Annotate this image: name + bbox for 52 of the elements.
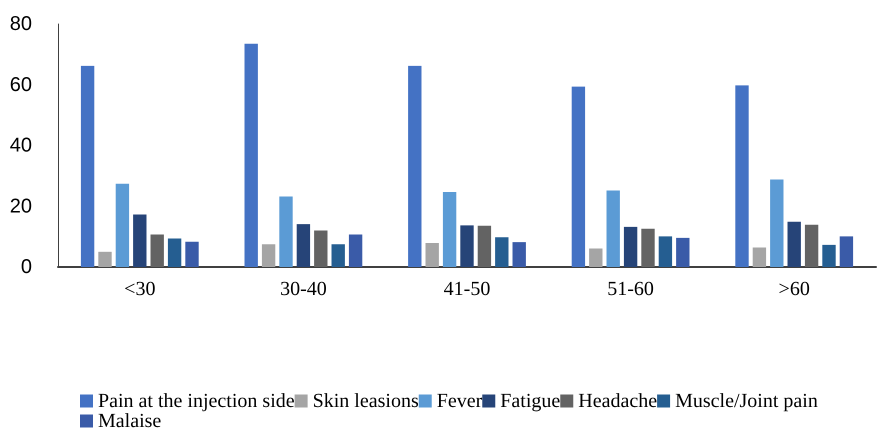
- bar: [822, 244, 836, 267]
- bar: [606, 190, 620, 267]
- bar: [332, 244, 345, 267]
- bar: [770, 180, 784, 267]
- y-tick-label: 20: [10, 195, 32, 218]
- x-tick-label: 30-40: [280, 278, 327, 300]
- legend-label: Skin leasions: [312, 390, 419, 412]
- bar: [168, 238, 182, 267]
- bar: [116, 184, 130, 267]
- bar: [296, 224, 310, 267]
- bar: [495, 237, 508, 267]
- bar: [460, 225, 474, 267]
- y-tick-label: 40: [10, 134, 32, 156]
- bar: [80, 66, 94, 267]
- bar: [244, 44, 258, 267]
- bar: [788, 222, 801, 267]
- bar: [408, 66, 422, 267]
- bar: [512, 242, 526, 267]
- bar: [98, 252, 112, 267]
- bar: [478, 226, 492, 267]
- bar: [641, 228, 655, 267]
- legend-label: Fatigue: [500, 390, 560, 412]
- bar: [426, 243, 439, 267]
- bar: [752, 248, 766, 267]
- x-tick-label: >60: [778, 278, 810, 300]
- bar: [150, 234, 164, 267]
- bar: [185, 242, 199, 267]
- bar: [840, 236, 854, 267]
- y-tick-label: 0: [20, 256, 32, 278]
- bar: [348, 234, 362, 267]
- x-tick-label: 51-60: [607, 278, 654, 300]
- legend-label: Pain at the injection side: [98, 390, 295, 412]
- bar: [804, 224, 818, 267]
- bar: [735, 85, 749, 267]
- y-tick-label: 80: [10, 13, 32, 35]
- bar: [589, 248, 602, 267]
- bar: [442, 192, 456, 267]
- bar: [676, 238, 690, 267]
- bar: [314, 230, 328, 267]
- legend-label: Malaise: [98, 410, 162, 432]
- bar: [572, 86, 586, 267]
- x-tick-label: <30: [124, 278, 156, 300]
- bar: [279, 196, 293, 267]
- bar: [262, 244, 276, 267]
- bar: [133, 214, 146, 267]
- x-tick-label: 41-50: [444, 278, 490, 300]
- bar: [658, 236, 672, 267]
- legend-label: Muscle/Joint pain: [675, 390, 818, 412]
- legend-label: Fever: [436, 390, 483, 412]
- legend-label: Headache: [578, 390, 658, 412]
- bar: [624, 226, 638, 267]
- y-tick-label: 60: [10, 74, 32, 96]
